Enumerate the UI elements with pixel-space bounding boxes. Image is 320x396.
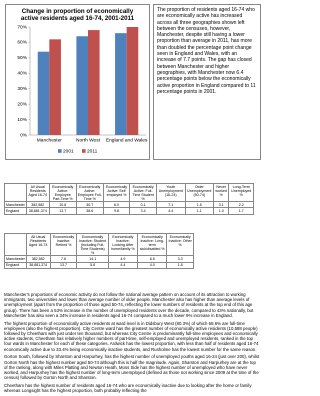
header-row: All Usual Residents Aged 16-74 Economical… <box>4 232 194 257</box>
table-cell: 38.6 <box>75 207 104 215</box>
header-cell: Economically Active: Employee Full-Time … <box>75 182 104 203</box>
header-cell: Older Unemployment (50-74) <box>184 182 215 203</box>
table-cell: 3.4 <box>129 207 158 215</box>
chart: Change in proportion of economically act… <box>5 4 150 160</box>
table-cell: 4.0 <box>137 261 168 269</box>
table-cell: England <box>4 207 27 215</box>
header-cell: Economically Inactive: Long-term sick/di… <box>137 232 168 257</box>
header-cell: Economically Inactive: Student (Includin… <box>76 232 109 257</box>
y-tick-label: 40% <box>17 71 27 77</box>
bar <box>88 30 100 135</box>
table-row: England 38,881,374 13.7 38.6 9.8 3.4 4.4 1.1 1.0… <box>4 207 254 215</box>
legend-swatch <box>58 149 62 153</box>
paragraph: The highest proportion of economically a… <box>4 320 259 352</box>
table-cell: 1.1 <box>184 207 215 215</box>
table-cell: England <box>4 261 27 269</box>
header-cell: Economically Active: Full-Time Student % <box>129 182 158 203</box>
y-tick-label: 70% <box>17 24 27 30</box>
header-cell: Economically Inactive: Other % <box>166 232 194 257</box>
paragraph: Cheetham has the highest number of resid… <box>4 383 252 394</box>
table: All Usual Residents Aged 16-74 Economical… <box>4 232 194 269</box>
header-cell: Long-Term Unemployed % <box>228 182 254 203</box>
bar <box>49 39 61 135</box>
y-tick-label: 0% <box>20 132 28 138</box>
table-cell: 1.8 <box>166 261 194 269</box>
bar <box>76 36 88 135</box>
bar <box>115 33 127 135</box>
chart-title: Change in proportion of economically act… <box>20 8 135 22</box>
header-cell: Economically Active: Employee Part-Time … <box>48 182 77 203</box>
paragraph: Manchester's proportions of economic act… <box>4 292 254 318</box>
y-tick-label: 10% <box>17 117 27 123</box>
y-tick-label: 60% <box>17 40 27 46</box>
header-cell: Economically Active: Self employed % <box>102 182 131 203</box>
y-tick-label: 30% <box>17 86 27 92</box>
bar <box>37 51 50 135</box>
y-tick-label: 50% <box>17 55 27 61</box>
table-cell: 4.4 <box>156 207 186 215</box>
table-cell: 4.4 <box>107 261 139 269</box>
table-cell: 13.7 <box>48 207 77 215</box>
table-cell: 9.8 <box>102 207 131 215</box>
table-cell: 5.8 <box>76 261 109 269</box>
legend-label: 2011 <box>87 148 98 154</box>
table-cell: 1.0 <box>212 207 230 215</box>
table-cell: 38,881,374 <box>25 261 51 269</box>
x-tick-label: England and Wales <box>106 137 148 143</box>
table-cell: 1.7 <box>228 207 254 215</box>
chart-svg: 0% 10% 20% 30% 40% 50% 60% 70% Manchester North W… <box>17 24 148 154</box>
x-tick-label: Manchester <box>37 137 62 143</box>
header-cell: All Usual Residents Aged 16-74 <box>25 232 51 257</box>
header-cell: Youth Unemployment (16-24) <box>156 182 186 203</box>
table-cell: 38,881,374 <box>25 207 50 215</box>
header-cell <box>4 182 27 203</box>
table: All Usual Residents Aged 16-74 Economical… <box>4 182 254 215</box>
table-cell: 13.7 <box>49 261 78 269</box>
x-tick-label: North West <box>76 137 101 143</box>
body-text: Manchester's proportions of economic act… <box>4 292 260 396</box>
header-cell: All Usual Residents Aged 16-74 <box>25 182 50 203</box>
header-cell: Never worked % <box>212 182 230 203</box>
legend-swatch <box>82 149 86 153</box>
header-cell: Economically Inactive: Retired % <box>49 232 78 257</box>
table-row: England 38,881,374 13.7 5.8 4.4 4.0 1.8 <box>4 261 194 269</box>
header-cell: Economically Inactive: Looking After hom… <box>107 232 139 257</box>
header-row: All Usual Residents Aged 16-74 Economical… <box>4 182 254 203</box>
y-tick-label: 20% <box>17 101 27 107</box>
paragraph: Gorton South, followed by Sharston and H… <box>4 354 260 381</box>
header-cell <box>4 232 27 257</box>
legend-label: 2001 <box>63 148 74 154</box>
sidebar-text: The proportion of residents aged 16-74 w… <box>153 4 261 160</box>
bar <box>126 27 139 135</box>
page: Change in proportion of economically act… <box>4 4 261 394</box>
